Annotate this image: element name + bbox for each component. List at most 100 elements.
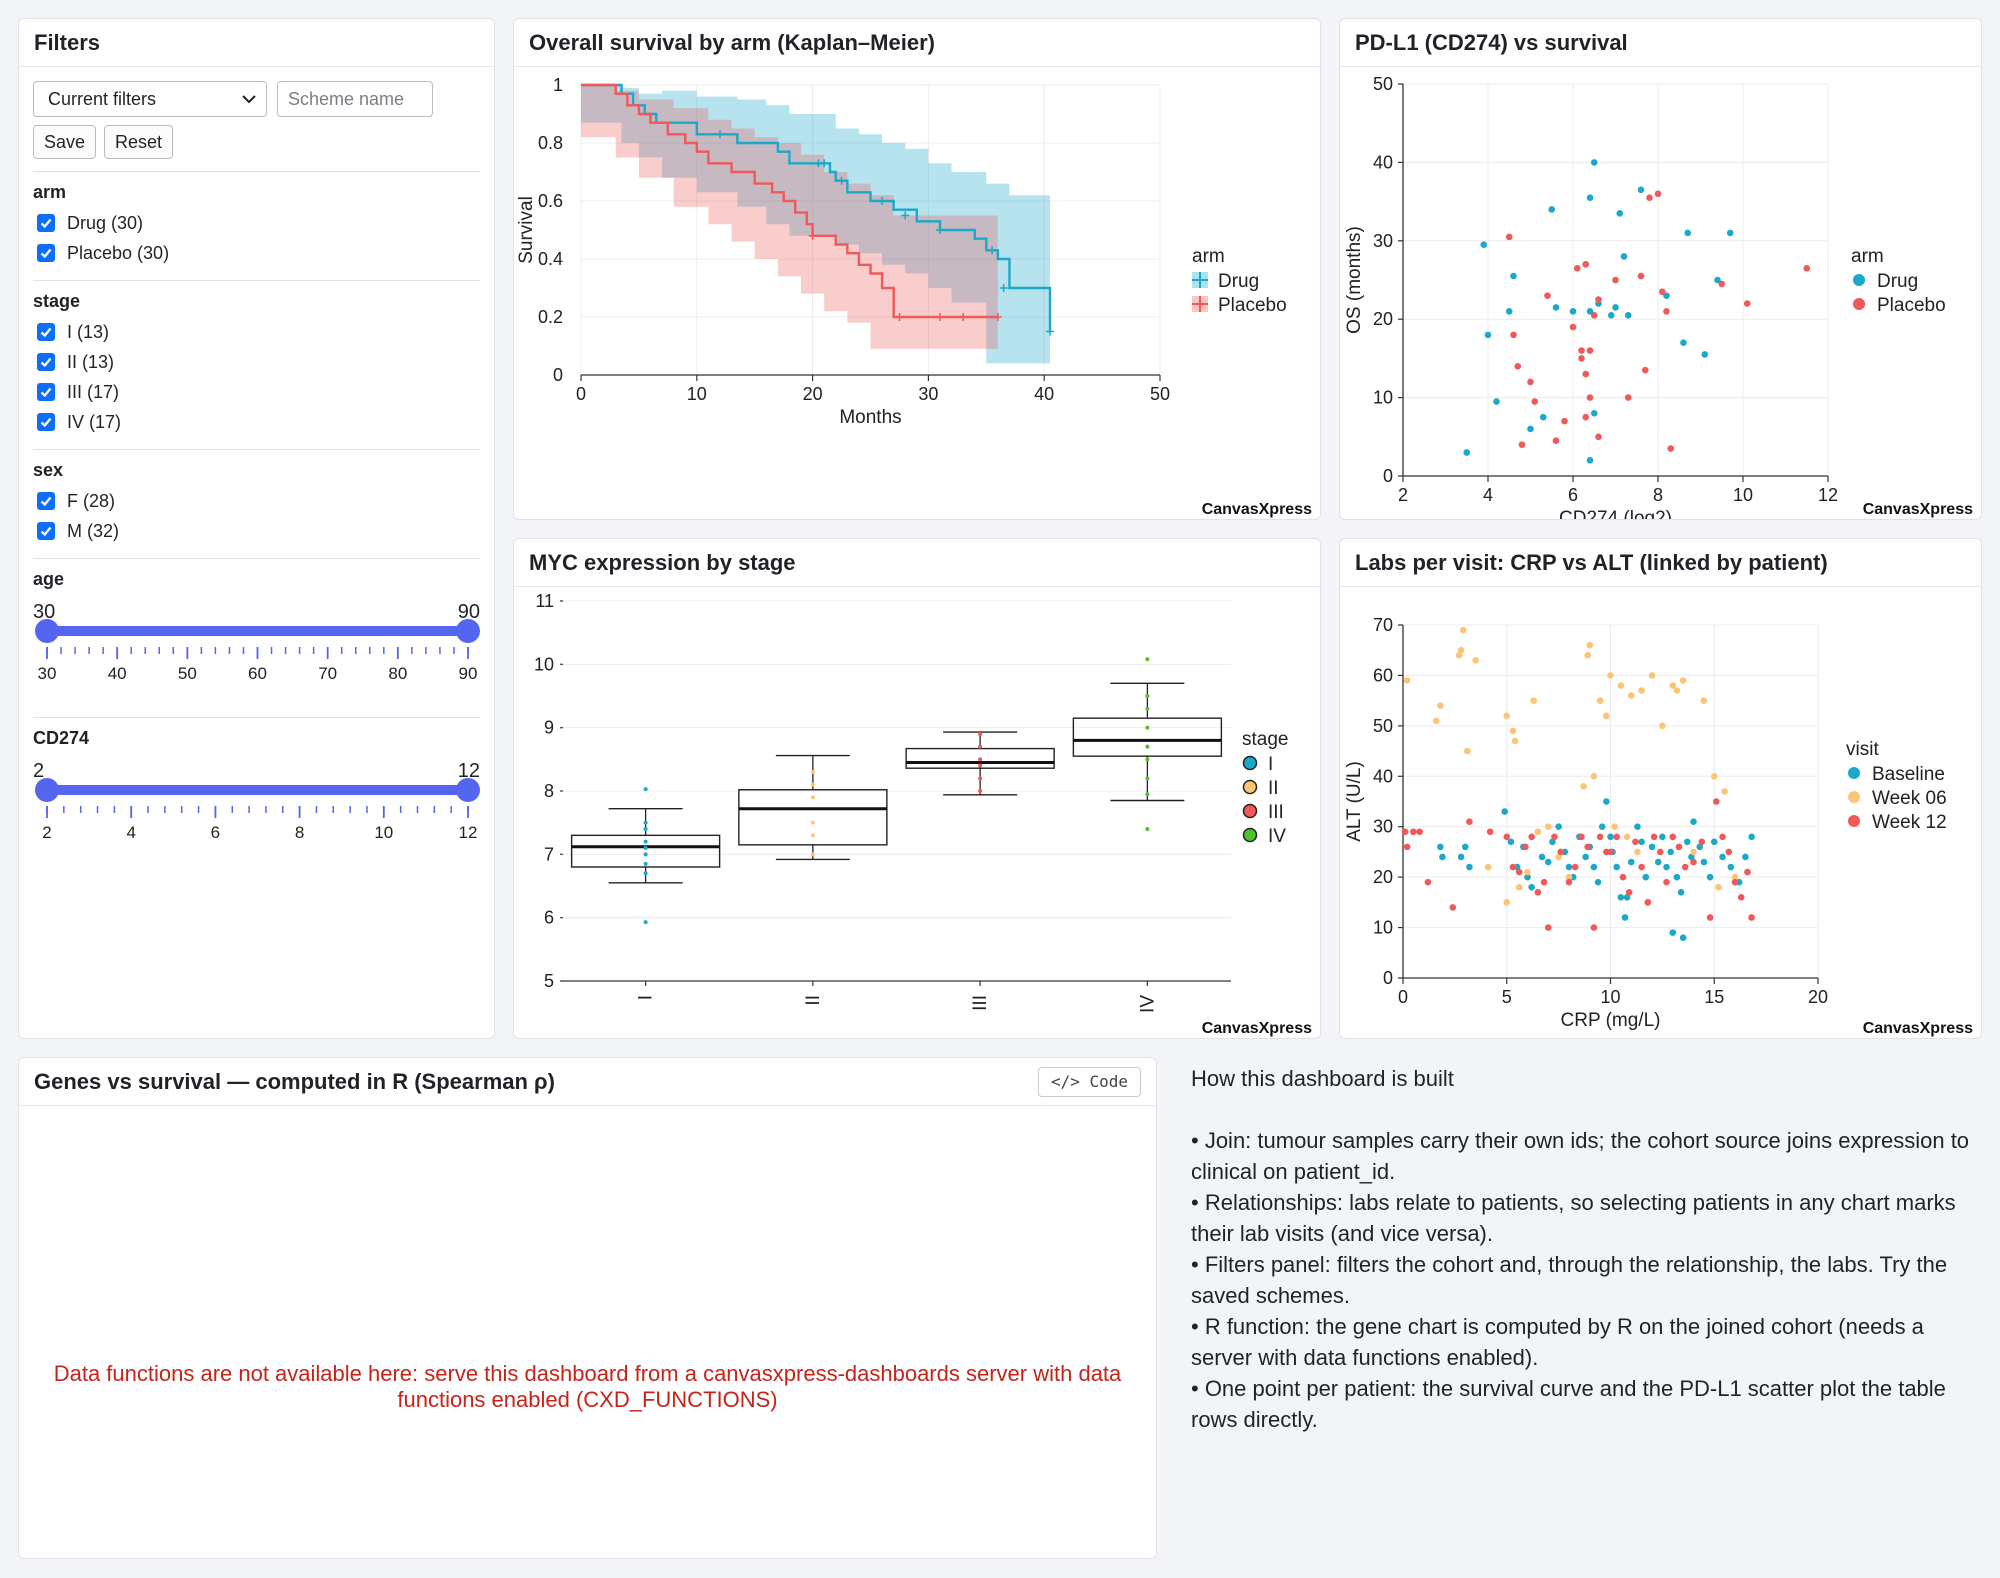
checkbox-checked-icon[interactable] (37, 214, 55, 232)
slider-high-handle[interactable] (456, 778, 480, 802)
scatter-point (1669, 833, 1677, 841)
filter-option-label: III (17) (67, 381, 120, 402)
checkbox-checked-icon[interactable] (37, 492, 55, 510)
scatter-point (1549, 838, 1556, 846)
slider-low-handle[interactable] (35, 778, 59, 802)
myc-panel: MYC expression by stage 5 6 7 8 9 10 11 I II III I… (513, 538, 1321, 1039)
myc-header: MYC expression by stage (514, 539, 1320, 587)
checkbox-checked-icon[interactable] (37, 413, 55, 431)
legend-label: Week 12 (1872, 812, 1947, 833)
scatter-point (1555, 853, 1562, 861)
howto-bullet: • Filters panel: filters the cohort and,… (1191, 1252, 1948, 1308)
filters-panel: Filters Current filters Save Reset armDr… (18, 18, 495, 1039)
jitter-point (1145, 744, 1150, 749)
x-tick-label: 6 (1568, 485, 1578, 505)
censor-mark (988, 246, 997, 255)
scatter-point (1552, 437, 1560, 445)
filter-option[interactable]: Placebo (30) (33, 238, 480, 268)
y-tick-label: 40 (1373, 766, 1393, 786)
scatter-point (1731, 873, 1739, 881)
scatter-point (1590, 409, 1598, 417)
x-tick-label: 0 (576, 384, 586, 404)
jitter-point (978, 763, 983, 768)
scatter-point (1571, 863, 1579, 871)
filter-option[interactable]: M (32) (33, 516, 480, 546)
scatter-point (1463, 449, 1471, 456)
howto-bullet: • R function: the gene chart is computed… (1191, 1314, 1924, 1370)
scatter-point (1484, 863, 1492, 871)
labs-title: Labs per visit: CRP vs ALT (linked by pa… (1355, 549, 1828, 575)
labs-header: Labs per visit: CRP vs ALT (linked by pa… (1340, 539, 1981, 587)
filter-option[interactable]: I (13) (33, 317, 480, 347)
scheme-select[interactable]: Current filters (33, 81, 267, 117)
x-tick-label: I (636, 995, 657, 1000)
jitter-point (810, 833, 815, 838)
filter-option[interactable]: III (17) (33, 377, 480, 407)
slider-high-handle[interactable] (456, 619, 480, 643)
scheme-select-value: Current filters (48, 88, 157, 109)
labs-chart[interactable]: 0 5 10 15 20 0 10 20 30 40 50 60 70 CRP (mg/L) ALT (U/… (1340, 587, 1981, 1038)
scatter-point (1503, 899, 1511, 906)
scatter-point (1505, 233, 1513, 241)
howto-bullet: • Join: tumour samples carry their own i… (1191, 1128, 1970, 1184)
filter-groups: arm Drug (30) Placebo (30) stage I (13) II (1… (33, 171, 480, 546)
scatter-point (1590, 924, 1598, 931)
censor-mark (999, 284, 1008, 292)
code-button[interactable]: </> Code (1037, 1066, 1141, 1097)
legend-swatch (1853, 274, 1865, 286)
scatter-point (1642, 873, 1650, 881)
legend-swatch (1853, 298, 1865, 310)
legend-swatch (1848, 791, 1860, 803)
scatter-point (1663, 308, 1670, 315)
filter-option[interactable]: Drug (30) (33, 208, 480, 238)
jitter-point (643, 787, 648, 792)
scatter-point (1684, 229, 1692, 237)
scatter-point (1480, 241, 1488, 249)
x-tick-label: 20 (1808, 987, 1828, 1007)
y-axis-label: ALT (U/L) (1344, 761, 1365, 842)
slider-track-svg: 30 40 50 60 70 80 90 (35, 619, 480, 683)
scatter-point (1596, 697, 1604, 704)
slider-low-handle[interactable] (35, 619, 59, 643)
y-tick-label: 0 (553, 365, 563, 385)
km-panel: Overall survival by arm (Kaplan–Meier) 0… (513, 18, 1321, 520)
reset-button[interactable]: Reset (104, 125, 174, 159)
scatter-point (1424, 878, 1432, 886)
scatter-point (1641, 366, 1649, 374)
myc-body: 5 6 7 8 9 10 11 I II III IV stage I II III IV CanvasXpr… (514, 587, 1320, 1038)
checkbox-checked-icon[interactable] (37, 323, 55, 341)
scatter-point (1744, 868, 1751, 876)
pdl1-chart[interactable]: 2 4 6 8 10 12 0 10 20 30 40 50 CD274 (log2) OS (month… (1340, 67, 1981, 519)
scheme-name-input[interactable] (277, 81, 433, 117)
filter-option[interactable]: F (28) (33, 486, 480, 516)
y-tick-label: 0.6 (538, 191, 563, 211)
scatter-point (1531, 398, 1539, 405)
scatter-point (1667, 445, 1675, 452)
chevron-down-icon (242, 91, 256, 108)
scatter-point (1663, 863, 1670, 871)
scatter-point (1719, 853, 1726, 861)
scatter-point (1515, 883, 1523, 891)
scatter-point (1544, 858, 1552, 866)
checkbox-checked-icon[interactable] (37, 244, 55, 262)
scatter-point (1403, 843, 1411, 851)
scatter-point (1527, 425, 1534, 433)
checkbox-checked-icon[interactable] (37, 383, 55, 401)
km-chart[interactable]: 0 10 20 30 40 50 0 0.2 0.4 0.6 0.8 1 Months Survival a… (514, 67, 1320, 519)
filter-option[interactable]: II (13) (33, 347, 480, 377)
scatter-point (1634, 823, 1641, 831)
km-header: Overall survival by arm (Kaplan–Meier) (514, 19, 1320, 67)
y-tick-label: 20 (1373, 309, 1393, 329)
jitter-point (643, 846, 648, 850)
scatter-point (1584, 651, 1591, 659)
slider-tick-label: 80 (388, 664, 407, 683)
filter-option[interactable]: IV (17) (33, 407, 480, 437)
y-tick-label: 10 (1373, 918, 1393, 938)
checkbox-checked-icon[interactable] (37, 353, 55, 371)
km-body: 0 10 20 30 40 50 0 0.2 0.4 0.6 0.8 1 Months Survival a… (514, 67, 1320, 519)
save-button[interactable]: Save (33, 125, 97, 159)
y-tick-label: 30 (1373, 231, 1393, 251)
checkbox-checked-icon[interactable] (37, 522, 55, 540)
legend-label: I (1268, 754, 1273, 775)
